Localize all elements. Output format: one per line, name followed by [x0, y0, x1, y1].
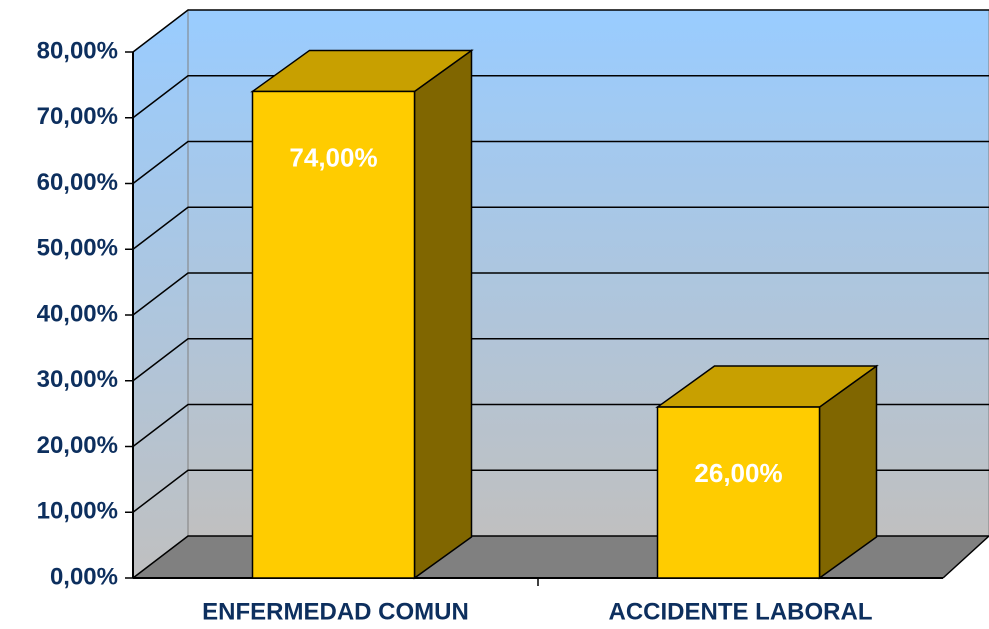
y-tick-label: 10,00% — [37, 498, 118, 525]
y-tick-label: 50,00% — [37, 235, 118, 262]
y-tick-label: 70,00% — [37, 103, 118, 130]
bar-front — [656, 406, 821, 579]
x-tick-label: ENFERMEDAD COMUN — [202, 598, 469, 625]
y-tick-label: 80,00% — [37, 37, 118, 64]
y-tick-label: 0,00% — [50, 563, 118, 590]
grid-line — [132, 9, 989, 53]
grid-line — [132, 338, 989, 382]
bar — [655, 364, 879, 580]
bar-side — [413, 48, 473, 580]
y-tick-label: 60,00% — [37, 169, 118, 196]
x-tick-label: ACCIDENTE LABORAL — [609, 598, 873, 625]
y-tick-label: 40,00% — [37, 300, 118, 327]
y-tick-label: 30,00% — [37, 366, 118, 393]
grid-line — [132, 206, 989, 250]
value-label: 74,00% — [289, 142, 377, 172]
bar — [250, 48, 474, 580]
grid-line — [132, 75, 989, 119]
value-label: 26,00% — [694, 458, 782, 488]
grid-line — [132, 140, 989, 185]
bar-front — [251, 90, 416, 579]
grid-line — [132, 272, 989, 316]
y-tick-label: 20,00% — [37, 432, 118, 459]
x-axis-depth — [942, 535, 989, 579]
